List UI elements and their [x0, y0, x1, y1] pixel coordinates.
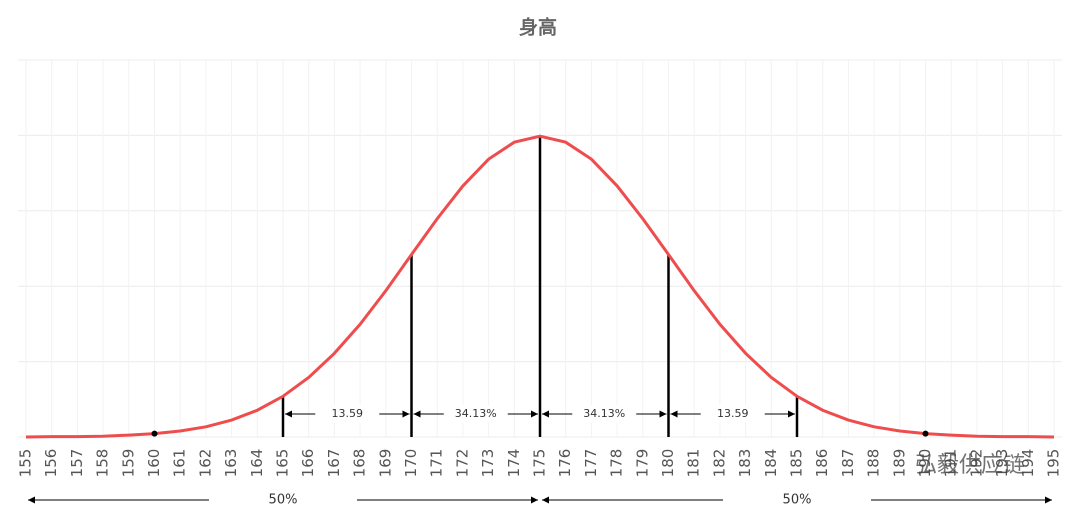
x-tick-label: 178 [608, 449, 626, 478]
x-tick-label: 176 [556, 449, 574, 478]
interval-label: 50% [269, 493, 298, 508]
interval-label: 34.13% [583, 407, 625, 420]
x-tick-label: 169 [376, 449, 394, 478]
label-bg [723, 491, 871, 509]
x-tick-label: 180 [659, 449, 677, 478]
x-tick-label: 177 [582, 449, 600, 478]
x-tick-label: 158 [94, 449, 112, 478]
x-tick-label: 193 [993, 449, 1011, 478]
x-tick-label: 155 [17, 449, 35, 478]
x-tick-label: 181 [685, 449, 703, 478]
x-tick-label: 171 [428, 449, 446, 478]
x-tick-label: 167 [325, 449, 343, 478]
x-tick-label: 165 [274, 449, 292, 478]
x-tick-label: 157 [68, 449, 86, 478]
interval-label: 50% [783, 493, 812, 508]
dot [151, 430, 158, 437]
x-tick-label: 182 [710, 449, 728, 478]
chart-title: 身高 [519, 16, 557, 39]
x-tick-label: 195 [1045, 449, 1063, 478]
x-tick-label: 164 [248, 449, 266, 478]
x-tick-label: 173 [479, 449, 497, 478]
label-bg [209, 491, 357, 509]
x-tick-label: 179 [633, 449, 651, 478]
watermark: 弘毅供应链 [915, 453, 1025, 478]
x-tick-label: 188 [865, 449, 883, 478]
x-tick-label: 166 [299, 449, 317, 478]
x-tick-label: 187 [839, 449, 857, 478]
x-tick-label: 190 [916, 449, 934, 478]
x-tick-label: 162 [196, 449, 214, 478]
x-tick-label: 192 [967, 449, 985, 478]
x-tick-label: 172 [453, 449, 471, 478]
curve [25, 134, 1055, 439]
x-tick-label: 194 [1019, 449, 1037, 478]
x-tick-label: 161 [171, 449, 189, 478]
label-bg [315, 405, 380, 423]
interval-label: 34.13% [455, 407, 497, 420]
interval-label: 13.59 [332, 407, 364, 420]
x-tick-label: 174 [505, 449, 523, 478]
x-tick-label: 183 [736, 449, 754, 478]
x-tick-label: 163 [222, 449, 240, 478]
x-tick-label: 160 [145, 449, 163, 478]
x-tick-label: 159 [119, 449, 137, 478]
label-bg [572, 405, 637, 423]
x-tick-label: 168 [351, 449, 369, 478]
x-tick-label: 156 [42, 449, 60, 478]
x-tick-label: 175 [531, 449, 549, 478]
x-tick-label: 191 [942, 449, 960, 478]
dot [922, 430, 929, 437]
x-tick-label: 185 [788, 449, 806, 478]
x-tick-label: 170 [402, 449, 420, 478]
label-bg [700, 405, 765, 423]
interval-label: 13.59 [717, 407, 749, 420]
x-tick-label: 186 [813, 449, 831, 478]
x-tick-label: 189 [890, 449, 908, 478]
label-bg [443, 405, 508, 423]
x-tick-label: 184 [762, 449, 780, 478]
